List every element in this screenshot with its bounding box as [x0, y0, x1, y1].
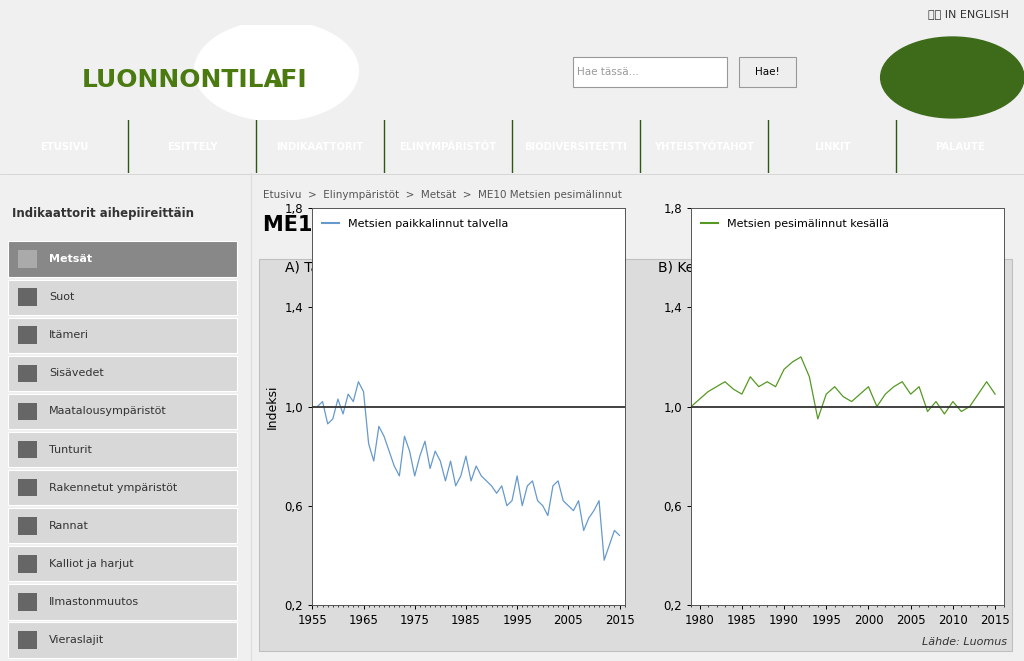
Text: Rannat: Rannat	[49, 521, 89, 531]
Text: PALAUTE: PALAUTE	[935, 141, 985, 152]
Text: S: S	[900, 244, 906, 254]
Bar	[18, 593, 37, 611]
Bar	[18, 251, 37, 268]
Legend: Metsien paikkalinnut talvella: Metsien paikkalinnut talvella	[317, 214, 513, 233]
Text: BIODIVERSITEETTI: BIODIVERSITEETTI	[524, 141, 628, 152]
FancyBboxPatch shape	[8, 394, 237, 429]
Text: B) Kesä: B) Kesä	[658, 261, 711, 275]
Text: 🇬🇧 IN ENGLISH: 🇬🇧 IN ENGLISH	[928, 9, 1009, 19]
Text: IR: IR	[920, 243, 932, 255]
Text: DP: DP	[884, 243, 901, 255]
Text: Tunturit: Tunturit	[49, 445, 92, 455]
Text: Sisävedet: Sisävedet	[49, 368, 103, 379]
Text: YHTEISTYÖTAHOT: YHTEISTYÖTAHOT	[654, 141, 754, 152]
FancyBboxPatch shape	[8, 622, 237, 658]
FancyBboxPatch shape	[8, 584, 237, 619]
Ellipse shape	[881, 37, 1024, 118]
FancyBboxPatch shape	[573, 57, 727, 87]
Text: Indikaattorit aihepiireittäin: Indikaattorit aihepiireittäin	[12, 208, 195, 220]
Bar	[18, 327, 37, 344]
FancyBboxPatch shape	[739, 57, 796, 87]
Bar	[18, 631, 37, 648]
Bar	[18, 364, 37, 382]
Text: .FI: .FI	[271, 68, 307, 93]
Text: Etusivu  >  Elinympäristöt  >  Metsät  >  ME10 Metsien pesimälinnut: Etusivu > Elinympäristöt > Metsät > ME10…	[263, 190, 622, 200]
Text: LUONNONTILA: LUONNONTILA	[82, 68, 284, 93]
Text: Hae tässä...: Hae tässä...	[577, 67, 638, 77]
Text: Hae!: Hae!	[755, 67, 779, 77]
FancyBboxPatch shape	[8, 356, 237, 391]
Text: Itämeri: Itämeri	[49, 330, 89, 340]
Bar	[18, 403, 37, 420]
Bar	[18, 517, 37, 535]
FancyBboxPatch shape	[8, 546, 237, 582]
Text: ETUSIVU: ETUSIVU	[40, 141, 88, 152]
Legend: Metsien pesimälinnut kesällä: Metsien pesimälinnut kesällä	[696, 214, 893, 233]
Bar	[18, 479, 37, 496]
Text: LINKIT: LINKIT	[814, 141, 850, 152]
Text: Rakennetut ympäristöt: Rakennetut ympäristöt	[49, 483, 177, 492]
Text: Vieraslajit: Vieraslajit	[49, 635, 104, 644]
FancyBboxPatch shape	[948, 239, 981, 258]
FancyBboxPatch shape	[8, 470, 237, 506]
Bar	[18, 441, 37, 459]
Bar	[18, 288, 37, 306]
Ellipse shape	[195, 21, 358, 121]
Text: ELINYMPÄRISTÖT: ELINYMPÄRISTÖT	[399, 141, 497, 152]
Text: Metsät: Metsät	[49, 254, 92, 264]
FancyBboxPatch shape	[8, 432, 237, 467]
Text: Ilmastonmuutos: Ilmastonmuutos	[49, 597, 139, 607]
Text: Suot: Suot	[49, 292, 75, 302]
FancyBboxPatch shape	[259, 258, 1012, 651]
FancyBboxPatch shape	[8, 280, 237, 315]
FancyBboxPatch shape	[8, 241, 237, 277]
Text: Lähde: Luomus: Lähde: Luomus	[922, 637, 1007, 647]
FancyBboxPatch shape	[8, 508, 237, 543]
FancyBboxPatch shape	[8, 317, 237, 353]
Y-axis label: Indeksi: Indeksi	[266, 384, 279, 429]
Text: Kalliot ja harjut: Kalliot ja harjut	[49, 559, 134, 568]
Text: ESITTELY: ESITTELY	[167, 141, 217, 152]
Text: ME10 Metsien pesimälinnut: ME10 Metsien pesimälinnut	[263, 215, 589, 235]
Bar	[18, 555, 37, 572]
Text: Maatalousympäristöt: Maatalousympäristöt	[49, 407, 167, 416]
Text: A) Talvi: A) Talvi	[285, 261, 335, 275]
Circle shape	[891, 243, 915, 254]
Text: INDIKAATTORIT: INDIKAATTORIT	[276, 141, 364, 152]
